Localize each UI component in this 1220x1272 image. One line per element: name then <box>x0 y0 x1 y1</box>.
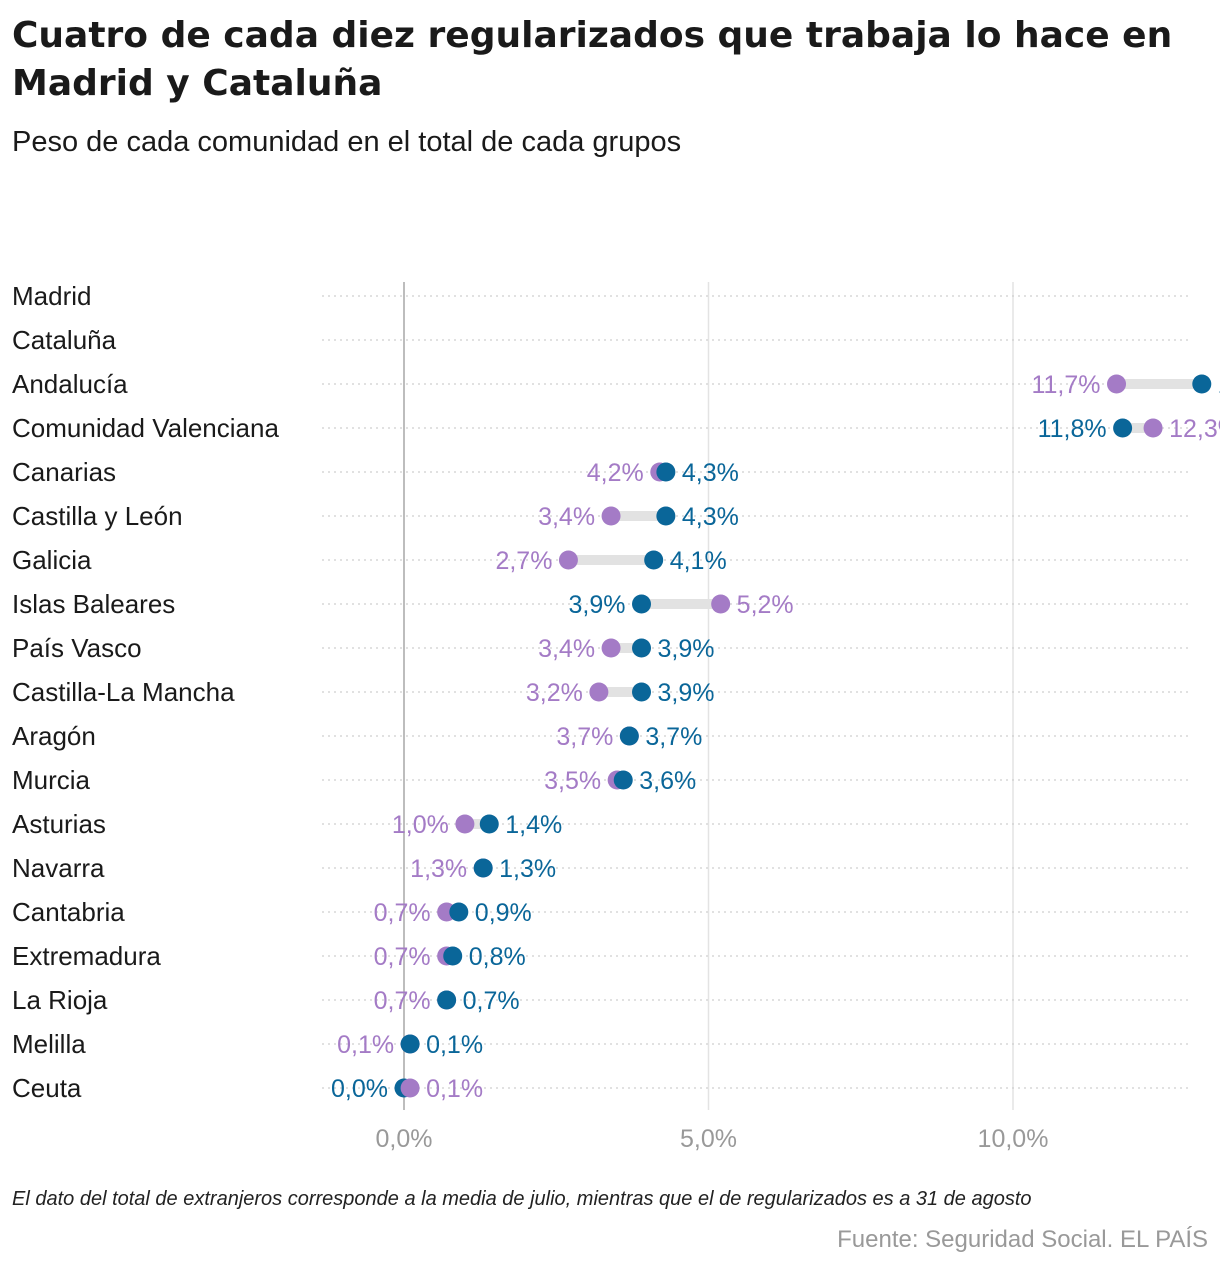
grid-layer <box>322 282 1188 1110</box>
data-label-total: 12,3% <box>1169 415 1220 443</box>
category-label: País Vasco <box>12 633 142 663</box>
category-label: Castilla-La Mancha <box>12 677 235 707</box>
data-label-regularizados: 4,1% <box>670 547 727 575</box>
data-label-total: 1,0% <box>392 811 449 839</box>
category-label: Melilla <box>12 1029 86 1059</box>
category-label: Aragón <box>12 721 96 751</box>
data-label-total: 0,7% <box>374 943 431 971</box>
category-label: Cataluña <box>12 325 117 355</box>
point-regularizados <box>619 726 639 746</box>
data-label-regularizados: 0,0% <box>331 1075 388 1103</box>
category-label: Canarias <box>12 457 116 487</box>
data-label-regularizados: 0,1% <box>426 1031 483 1059</box>
point-total <box>1143 418 1163 438</box>
point-regularizados <box>443 946 463 966</box>
data-label-total: 0,1% <box>426 1075 483 1103</box>
point-regularizados <box>644 550 664 570</box>
data-label-total: 0,7% <box>374 987 431 1015</box>
point-regularizados <box>473 858 493 878</box>
point-regularizados <box>1192 374 1212 394</box>
category-label: Cantabria <box>12 897 125 927</box>
data-label-regularizados: 3,9% <box>658 635 715 663</box>
data-label-regularizados: 11,8% <box>1038 415 1107 443</box>
point-regularizados <box>437 990 457 1010</box>
category-label: Asturias <box>12 809 106 839</box>
point-total <box>589 682 609 702</box>
x-tick-label-2: 10,0% <box>978 1125 1049 1153</box>
x-tick-label-1: 5,0% <box>680 1125 737 1153</box>
x-tick-label-0: 0,0% <box>376 1125 433 1153</box>
data-label-total: 1,3% <box>410 855 467 883</box>
point-total <box>455 814 475 834</box>
data-label-regularizados: 0,8% <box>469 943 526 971</box>
point-regularizados <box>1113 418 1133 438</box>
data-label-regularizados: 3,6% <box>639 767 696 795</box>
point-regularizados <box>656 462 676 482</box>
data-label-regularizados: 0,7% <box>463 987 520 1015</box>
point-total <box>558 550 578 570</box>
source-credit: Fuente: Seguridad Social. EL PAÍS <box>837 1226 1208 1253</box>
category-label: Andalucía <box>12 369 128 399</box>
data-label-total: 4,2% <box>587 459 644 487</box>
data-label-regularizados: 3,9% <box>569 591 626 619</box>
category-label: Castilla y León <box>12 501 183 531</box>
point-regularizados <box>449 902 469 922</box>
data-label-total: 0,7% <box>374 899 431 927</box>
point-regularizados <box>613 770 633 790</box>
data-label-regularizados: 1,4% <box>505 811 562 839</box>
category-label: Galicia <box>12 545 92 575</box>
category-label: Extremadura <box>12 941 161 971</box>
point-regularizados <box>479 814 499 834</box>
data-label-regularizados: 3,9% <box>658 679 715 707</box>
data-label-total: 5,2% <box>737 591 794 619</box>
footnote: El dato del total de extranjeros corresp… <box>12 1188 1032 1210</box>
category-label: Madrid <box>12 281 91 311</box>
data-label-regularizados: 4,3% <box>682 459 739 487</box>
rows-layer: Madrid19,2%19,5%Cataluña19,0%22,7%Andalu… <box>12 281 1220 1103</box>
data-label-regularizados: 1,3% <box>499 855 556 883</box>
category-label: Murcia <box>12 765 91 795</box>
category-label: Navarra <box>12 853 105 883</box>
data-label-total: 3,2% <box>526 679 583 707</box>
data-label-total: 3,7% <box>556 723 613 751</box>
point-total <box>601 506 621 526</box>
point-regularizados <box>656 506 676 526</box>
data-label-total: 3,4% <box>538 503 595 531</box>
category-label: La Rioja <box>12 985 108 1015</box>
data-label-regularizados: 13,1% <box>1218 371 1220 399</box>
data-label-total: 0,1% <box>337 1031 394 1059</box>
data-label-regularizados: 4,3% <box>682 503 739 531</box>
data-label-total: 3,4% <box>538 635 595 663</box>
point-total <box>711 594 731 614</box>
point-total <box>1107 374 1127 394</box>
data-label-total: 11,7% <box>1031 371 1100 399</box>
chart-title: Cuatro de cada diez regularizados que tr… <box>12 15 1173 104</box>
category-label: Ceuta <box>12 1073 82 1103</box>
point-regularizados <box>400 1034 420 1054</box>
point-regularizados <box>632 638 652 658</box>
point-total <box>601 638 621 658</box>
data-label-total: 2,7% <box>495 547 552 575</box>
category-label: Islas Baleares <box>12 589 175 619</box>
point-total <box>400 1078 420 1098</box>
point-regularizados <box>632 594 652 614</box>
x-axis: 0,0%5,0%10,0%15,0%20,0% <box>376 1125 1049 1153</box>
chart-subtitle: Peso de cada comunidad en el total de ca… <box>12 126 682 158</box>
point-regularizados <box>632 682 652 702</box>
data-label-total: 3,5% <box>544 767 601 795</box>
data-label-regularizados: 3,7% <box>645 723 702 751</box>
data-label-regularizados: 0,9% <box>475 899 532 927</box>
category-label: Comunidad Valenciana <box>12 413 279 443</box>
